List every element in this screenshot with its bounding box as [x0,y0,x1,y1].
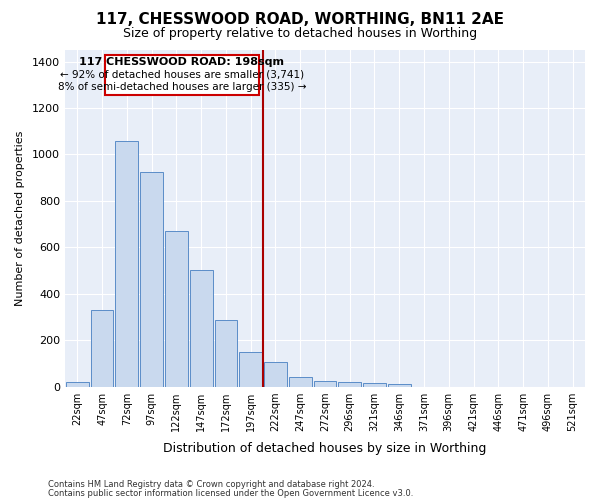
Text: Size of property relative to detached houses in Worthing: Size of property relative to detached ho… [123,28,477,40]
Bar [215,320,237,386]
Bar [190,270,212,386]
Y-axis label: Number of detached properties: Number of detached properties [15,130,25,306]
Bar [289,377,311,386]
Bar [264,362,287,386]
Bar [140,172,163,386]
Text: 117 CHESSWOOD ROAD: 198sqm: 117 CHESSWOOD ROAD: 198sqm [79,57,284,67]
Bar [363,383,386,386]
Bar [388,384,410,386]
Bar [91,310,113,386]
FancyBboxPatch shape [104,54,259,94]
Bar [239,352,262,386]
Bar [115,140,138,386]
X-axis label: Distribution of detached houses by size in Worthing: Distribution of detached houses by size … [163,442,487,455]
Text: Contains HM Land Registry data © Crown copyright and database right 2024.: Contains HM Land Registry data © Crown c… [48,480,374,489]
Text: 117, CHESSWOOD ROAD, WORTHING, BN11 2AE: 117, CHESSWOOD ROAD, WORTHING, BN11 2AE [96,12,504,28]
Bar [66,382,89,386]
Bar [165,231,188,386]
Bar [338,382,361,386]
Bar [314,380,337,386]
Text: ← 92% of detached houses are smaller (3,741): ← 92% of detached houses are smaller (3,… [60,70,304,80]
Text: Contains public sector information licensed under the Open Government Licence v3: Contains public sector information licen… [48,489,413,498]
Text: 8% of semi-detached houses are larger (335) →: 8% of semi-detached houses are larger (3… [58,82,306,92]
